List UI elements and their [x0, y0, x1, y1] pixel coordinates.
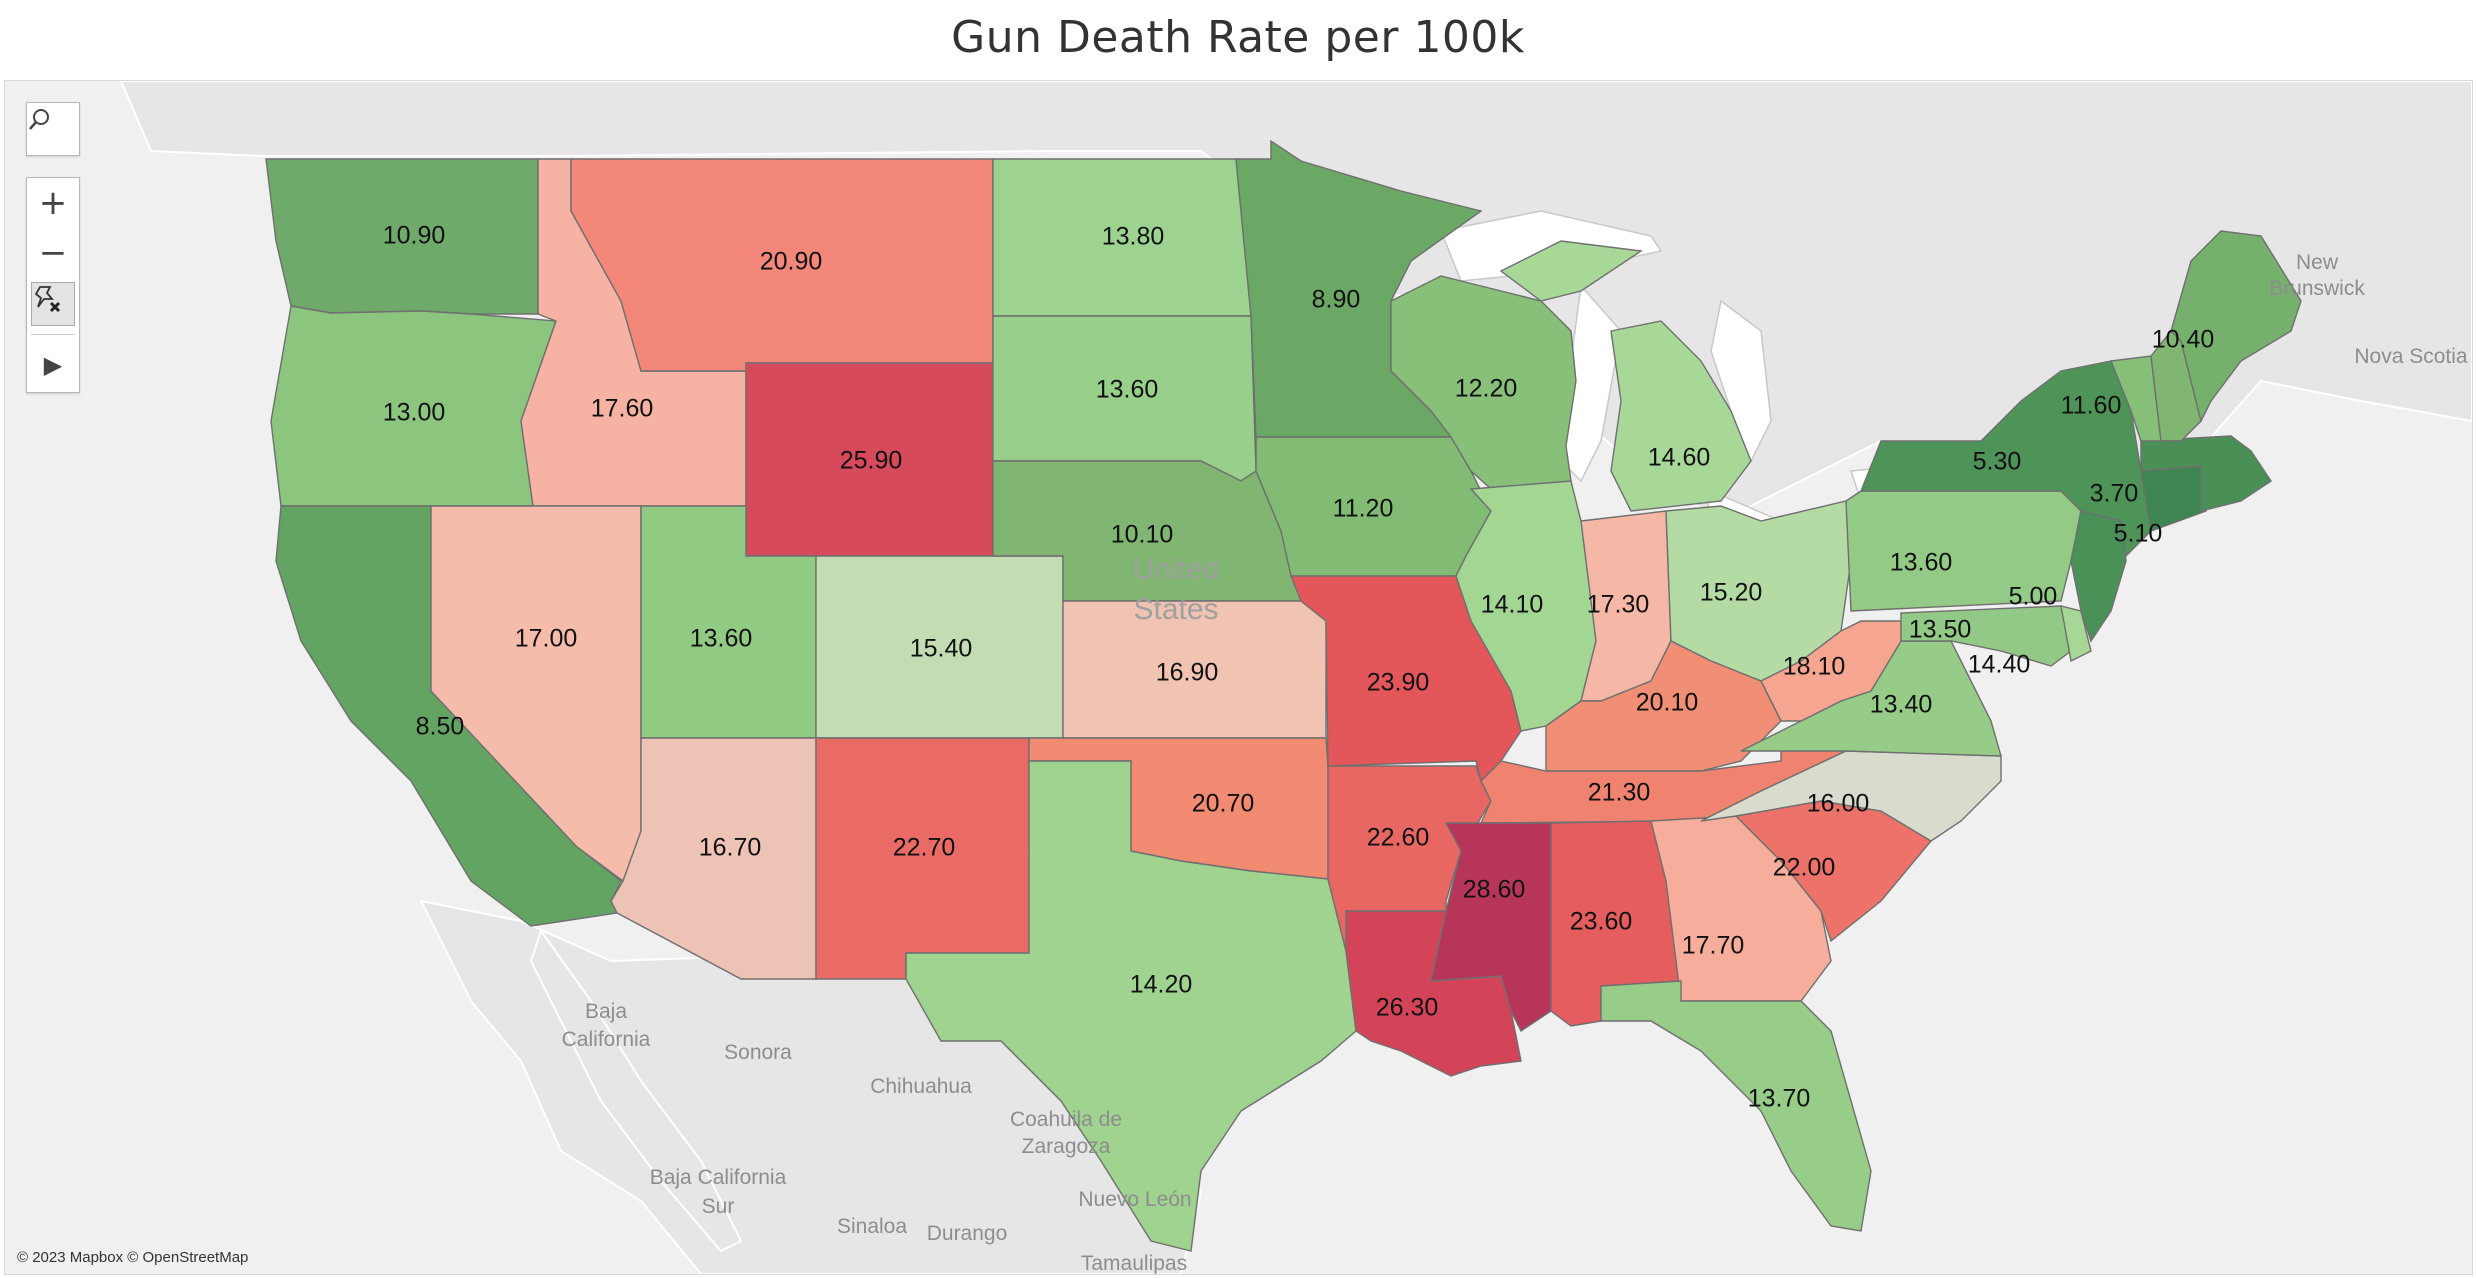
value-label-MT: 20.90 — [760, 248, 823, 276]
state-MI[interactable] — [1499, 240, 1752, 512]
search-icon[interactable] — [27, 106, 79, 152]
value-label-MS: 28.60 — [1463, 876, 1526, 904]
map-canvas[interactable]: New Brunswick Nova Scotia United States … — [4, 80, 2473, 1275]
baja-land — [529, 928, 743, 1253]
value-labels: 10.90 13.00 8.50 17.60 17.00 20.90 25.90… — [383, 222, 2215, 1113]
value-label-LA: 26.30 — [1376, 994, 1439, 1022]
value-label-UT: 13.60 — [690, 625, 753, 653]
value-label-MI: 14.60 — [1648, 444, 1711, 472]
state-KS[interactable] — [1062, 600, 1327, 739]
state-NJ[interactable] — [2070, 510, 2127, 643]
value-label-CA: 8.50 — [416, 713, 465, 741]
value-label-VT: 11.60 — [2061, 392, 2122, 420]
state-ME[interactable] — [2170, 230, 2302, 424]
pin-map-button[interactable] — [31, 282, 75, 326]
place-label-nuevo-leon: Nuevo León — [1078, 1188, 1191, 1211]
value-label-CT: 3.70 — [2090, 480, 2139, 508]
zoom-in-button[interactable]: + — [38, 183, 68, 223]
value-label-WY: 25.90 — [840, 447, 903, 475]
place-label-united: United — [1133, 553, 1220, 586]
place-label-baja: Baja — [585, 1000, 627, 1023]
value-label-PA: 13.60 — [1890, 549, 1953, 577]
value-label-FL: 13.70 — [1748, 1085, 1811, 1113]
value-label-IA: 11.20 — [1333, 495, 1394, 523]
state-WI[interactable] — [1390, 275, 1577, 490]
place-label-sinaloa: Sinaloa — [837, 1215, 907, 1238]
value-label-NY: 5.30 — [1973, 448, 2022, 476]
value-label-GA: 17.70 — [1682, 932, 1745, 960]
value-label-TN: 21.30 — [1588, 779, 1651, 807]
value-label-KS: 16.90 — [1156, 659, 1219, 687]
value-label-MO: 23.90 — [1367, 669, 1430, 697]
state-TX[interactable] — [905, 760, 1357, 1252]
place-label-california: California — [562, 1028, 651, 1051]
search-control[interactable] — [26, 102, 80, 156]
state-FL[interactable] — [1600, 980, 1872, 1232]
value-label-AR: 22.60 — [1367, 824, 1430, 852]
value-label-MA: 5.10 — [2114, 520, 2163, 548]
map-tools: + − ▶ — [26, 177, 80, 393]
place-label-new: New — [2296, 251, 2339, 274]
place-label-durango: Durango — [927, 1222, 1008, 1245]
value-label-SD: 13.60 — [1096, 376, 1159, 404]
value-label-NC: 16.00 — [1807, 790, 1870, 818]
value-label-MD: 13.50 — [1909, 616, 1972, 644]
value-label-OR: 13.00 — [383, 399, 446, 427]
value-label-OK: 20.70 — [1192, 790, 1255, 818]
value-label-VA: 13.40 — [1870, 691, 1933, 719]
value-label-ID: 17.60 — [591, 395, 654, 423]
value-label-IN: 17.30 — [1587, 591, 1650, 619]
pin-map-icon — [34, 286, 61, 313]
map-attribution[interactable]: © 2023 Mapbox © OpenStreetMap — [17, 1249, 249, 1266]
value-label-OH: 15.20 — [1700, 579, 1763, 607]
value-label-ND: 13.80 — [1102, 223, 1165, 251]
value-label-WI: 12.20 — [1455, 375, 1518, 403]
value-label-SC: 22.00 — [1773, 854, 1836, 882]
value-label-NM: 22.70 — [893, 834, 956, 862]
state-AR[interactable] — [1327, 765, 1492, 952]
state-MA[interactable] — [2140, 435, 2272, 512]
value-label-NV: 17.00 — [515, 625, 578, 653]
place-label-coahuila: Coahuila de — [1010, 1108, 1122, 1131]
place-label-states: States — [1133, 593, 1218, 626]
page-title: Gun Death Rate per 100k — [951, 12, 1525, 63]
value-label-DE: 14.40 — [1968, 651, 2031, 679]
state-VT[interactable] — [2110, 355, 2162, 442]
value-label-KY: 20.10 — [1636, 689, 1699, 717]
state-NC[interactable] — [1700, 750, 2002, 842]
place-label-baja-california-sur: Baja California — [650, 1166, 787, 1189]
place-label-zaragoza: Zaragoza — [1022, 1135, 1111, 1158]
value-label-TX: 14.20 — [1130, 971, 1193, 999]
place-label-nova-scotia: Nova Scotia — [2354, 345, 2468, 368]
value-label-CO: 15.40 — [910, 635, 973, 663]
value-label-AZ: 16.70 — [699, 834, 762, 862]
value-label-AL: 23.60 — [1570, 908, 1633, 936]
value-label-WA: 10.90 — [383, 222, 446, 250]
value-label-ME: 10.40 — [2152, 326, 2215, 354]
state-DE[interactable] — [2060, 605, 2092, 663]
place-label-chihuahua: Chihuahua — [870, 1075, 972, 1098]
place-labels: New Brunswick Nova Scotia United States … — [562, 251, 2468, 1274]
place-label-sonora: Sonora — [724, 1041, 792, 1064]
value-label-MN: 8.90 — [1312, 286, 1361, 314]
states-layer — [265, 139, 2302, 1252]
value-label-NJ: 5.00 — [2009, 583, 2058, 611]
value-label-IL: 14.10 — [1481, 591, 1544, 619]
value-label-WV: 18.10 — [1783, 653, 1846, 681]
place-label-tamaulipas: Tamaulipas — [1081, 1252, 1187, 1274]
zoom-out-button[interactable]: − — [38, 233, 68, 273]
place-label-sur: Sur — [702, 1195, 735, 1218]
expand-toolbar-button[interactable]: ▶ — [43, 351, 63, 379]
place-label-brunswick: Brunswick — [2269, 277, 2365, 300]
value-label-NE: 10.10 — [1111, 521, 1174, 549]
